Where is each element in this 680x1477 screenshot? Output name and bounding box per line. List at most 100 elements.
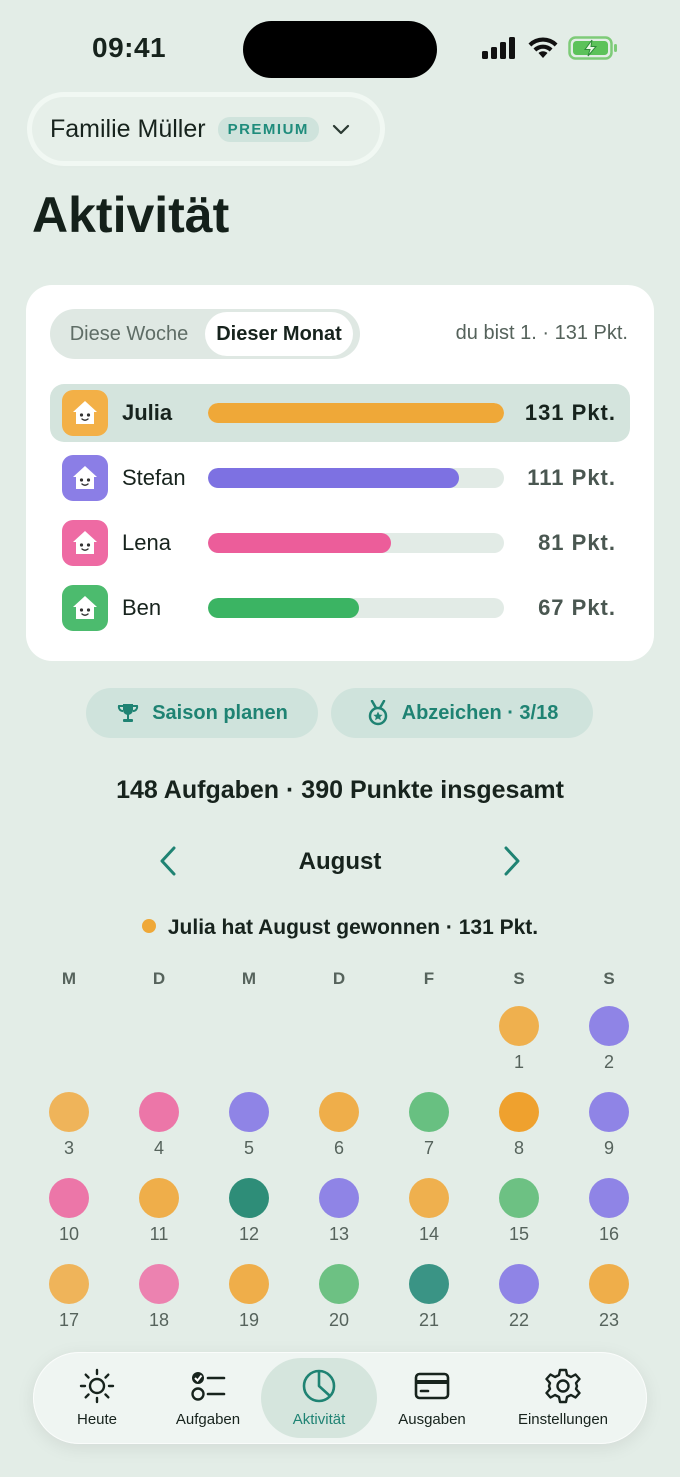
calendar-day[interactable]: 3 bbox=[39, 1092, 99, 1172]
chevron-right-icon[interactable] bbox=[494, 844, 528, 878]
day-winner-dot bbox=[229, 1092, 269, 1132]
calendar-day[interactable]: 1 bbox=[489, 1006, 549, 1086]
day-number: 10 bbox=[58, 1224, 80, 1244]
day-winner-dot bbox=[49, 1178, 89, 1218]
day-number: 7 bbox=[423, 1138, 434, 1158]
day-winner-dot bbox=[409, 1264, 449, 1304]
calendar-day[interactable]: 6 bbox=[309, 1092, 369, 1172]
day-number: 20 bbox=[328, 1310, 350, 1330]
tab-ausgaben[interactable]: Ausgaben bbox=[377, 1352, 487, 1444]
calendar-day[interactable]: 21 bbox=[399, 1264, 459, 1344]
day-number: 16 bbox=[598, 1224, 620, 1244]
avatar bbox=[62, 390, 108, 436]
day-winner-dot bbox=[589, 1092, 629, 1132]
weekday-label: D bbox=[152, 969, 166, 988]
leaderboard-row[interactable]: Stefan 111 Pkt. bbox=[50, 449, 630, 507]
pie-chart-icon bbox=[302, 1369, 336, 1403]
calendar-day[interactable]: 10 bbox=[39, 1178, 99, 1258]
day-number: 12 bbox=[238, 1224, 260, 1244]
battery-charging-icon bbox=[568, 36, 617, 60]
day-number: 22 bbox=[508, 1310, 530, 1330]
calendar-day[interactable]: 4 bbox=[129, 1092, 189, 1172]
rank-text: du bist 1. · 131 Pkt. bbox=[455, 322, 628, 344]
season-plan-label: Saison planen bbox=[152, 701, 288, 724]
member-name: Stefan bbox=[122, 465, 186, 490]
points-bar-fill bbox=[208, 533, 392, 553]
medal-icon bbox=[368, 700, 387, 726]
tab-heute[interactable]: Heute bbox=[42, 1352, 152, 1444]
family-selector[interactable]: Familie Müller PREMIUM bbox=[32, 97, 380, 161]
calendar-day[interactable]: 14 bbox=[399, 1178, 459, 1258]
day-number: 11 bbox=[149, 1224, 169, 1244]
points-bar-fill bbox=[208, 468, 459, 488]
weekday-label: S bbox=[513, 969, 525, 988]
cellular-signal-icon bbox=[482, 37, 515, 59]
day-winner-dot bbox=[139, 1264, 179, 1304]
calendar-day[interactable]: 15 bbox=[489, 1178, 549, 1258]
day-number: 4 bbox=[153, 1138, 164, 1158]
calendar-day[interactable]: 5 bbox=[219, 1092, 279, 1172]
day-winner-dot bbox=[319, 1264, 359, 1304]
gear-icon bbox=[545, 1368, 581, 1404]
day-winner-dot bbox=[589, 1178, 629, 1218]
house-avatar-icon bbox=[73, 596, 97, 619]
tab-einstellungen[interactable]: Einstellungen bbox=[508, 1352, 618, 1444]
tab-label: Aktivität bbox=[292, 1411, 346, 1428]
calendar-day[interactable]: 9 bbox=[579, 1092, 639, 1172]
chevron-left-icon[interactable] bbox=[152, 844, 186, 878]
points-bar-track bbox=[208, 403, 504, 423]
points-bar-track bbox=[208, 598, 504, 618]
avatar bbox=[62, 520, 108, 566]
house-avatar-icon bbox=[73, 531, 97, 554]
calendar-day[interactable]: 23 bbox=[579, 1264, 639, 1344]
season-plan-button[interactable]: Saison planen bbox=[86, 688, 318, 738]
checklist-icon bbox=[191, 1372, 226, 1401]
status-icons bbox=[482, 36, 618, 60]
day-winner-dot bbox=[499, 1264, 539, 1304]
calendar-day[interactable]: 16 bbox=[579, 1178, 639, 1258]
day-winner-dot bbox=[229, 1264, 269, 1304]
member-name: Lena bbox=[122, 530, 171, 555]
tab-bar: Heute Aufgaben Aktivität Ausgaben bbox=[33, 1352, 647, 1444]
calendar-day[interactable]: 13 bbox=[309, 1178, 369, 1258]
points-bar-track bbox=[208, 533, 504, 553]
tab-aufgaben[interactable]: Aufgaben bbox=[153, 1352, 263, 1444]
premium-badge: PREMIUM bbox=[217, 116, 319, 142]
calendar-day[interactable]: 12 bbox=[219, 1178, 279, 1258]
day-winner-dot bbox=[499, 1092, 539, 1132]
tab-label: Heute bbox=[76, 1411, 118, 1428]
leaderboard-row[interactable]: Lena 81 Pkt. bbox=[50, 514, 630, 572]
calendar-day[interactable]: 20 bbox=[309, 1264, 369, 1344]
calendar-day[interactable]: 7 bbox=[399, 1092, 459, 1172]
calendar-day[interactable]: 22 bbox=[489, 1264, 549, 1344]
leaderboard-row[interactable]: Julia 131 Pkt. bbox=[50, 384, 630, 442]
leaderboard-row[interactable]: Ben 67 Pkt. bbox=[50, 579, 630, 637]
calendar-day[interactable]: 17 bbox=[39, 1264, 99, 1344]
day-number: 1 bbox=[513, 1052, 524, 1072]
calendar-day[interactable]: 19 bbox=[219, 1264, 279, 1344]
calendar-day[interactable]: 18 bbox=[129, 1264, 189, 1344]
period-segmented-control: Diese Woche Dieser Monat bbox=[50, 309, 360, 359]
wifi-icon bbox=[528, 37, 558, 58]
tab-this-week[interactable]: Diese Woche bbox=[69, 322, 189, 345]
calendar-day[interactable]: 8 bbox=[489, 1092, 549, 1172]
family-name: Familie Müller bbox=[50, 114, 206, 143]
points-bar-fill bbox=[208, 403, 504, 423]
tab-aktivitaet[interactable]: Aktivität bbox=[261, 1358, 377, 1438]
tab-this-month[interactable]: Dieser Monat bbox=[205, 312, 353, 356]
day-winner-dot bbox=[49, 1264, 89, 1304]
day-number: 17 bbox=[58, 1310, 80, 1330]
calendar-day[interactable]: 2 bbox=[579, 1006, 639, 1086]
tab-label: Ausgaben bbox=[398, 1411, 466, 1428]
day-number: 2 bbox=[603, 1052, 614, 1072]
member-points: 131 Pkt. bbox=[524, 400, 616, 425]
avatar bbox=[62, 585, 108, 631]
credit-card-icon bbox=[414, 1372, 450, 1400]
day-winner-dot bbox=[229, 1178, 269, 1218]
calendar-day[interactable]: 11 bbox=[129, 1178, 189, 1258]
day-winner-dot bbox=[409, 1092, 449, 1132]
member-name: Julia bbox=[122, 400, 173, 425]
leaderboard-card: Diese Woche Dieser Monat du bist 1. · 13… bbox=[26, 285, 654, 661]
badges-button[interactable]: Abzeichen · 3/18 bbox=[331, 688, 593, 738]
month-label: August bbox=[298, 848, 382, 875]
